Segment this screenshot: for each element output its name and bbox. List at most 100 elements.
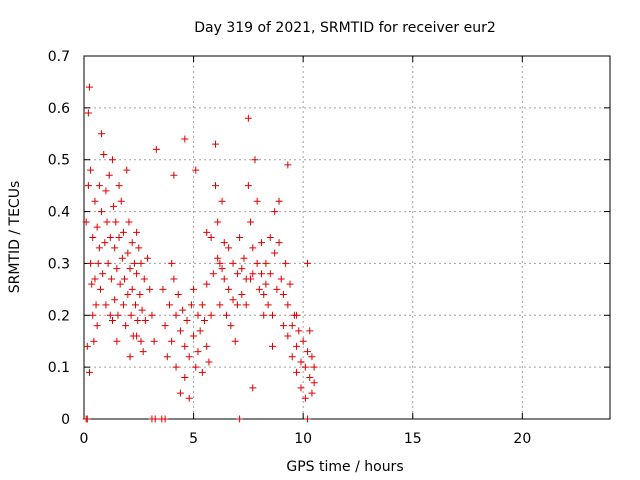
data-point xyxy=(268,342,276,350)
data-point xyxy=(258,239,266,247)
data-point xyxy=(96,285,104,293)
data-point xyxy=(244,182,252,190)
data-point xyxy=(93,322,101,330)
data-point xyxy=(128,285,136,293)
data-point xyxy=(107,275,115,283)
data-point xyxy=(304,348,312,356)
data-point xyxy=(176,327,184,335)
data-point xyxy=(122,322,130,330)
data-point xyxy=(293,342,301,350)
data-point xyxy=(174,291,182,299)
data-point xyxy=(135,244,143,252)
data-point xyxy=(198,368,206,376)
data-point xyxy=(165,301,173,309)
data-point xyxy=(106,311,114,319)
data-point xyxy=(255,285,263,293)
data-point xyxy=(192,363,200,371)
data-point xyxy=(150,337,158,345)
data-point xyxy=(181,374,189,382)
data-point xyxy=(126,353,134,361)
data-point xyxy=(151,415,159,423)
data-point xyxy=(249,270,257,278)
data-point xyxy=(115,182,123,190)
data-point xyxy=(134,316,142,324)
data-point xyxy=(83,415,91,423)
data-point xyxy=(233,301,241,309)
data-point xyxy=(161,322,169,330)
data-point xyxy=(137,259,145,267)
data-point xyxy=(310,379,318,387)
y-tick-label: 0.5 xyxy=(48,153,70,169)
data-point xyxy=(310,363,318,371)
data-point xyxy=(288,353,296,361)
data-point xyxy=(102,301,110,309)
data-point xyxy=(123,166,131,174)
data-point xyxy=(308,389,316,397)
data-point xyxy=(126,265,134,273)
data-point xyxy=(288,322,296,330)
data-point xyxy=(251,156,259,164)
data-point xyxy=(83,342,91,350)
data-point xyxy=(99,270,107,278)
data-point xyxy=(216,259,224,267)
data-point xyxy=(91,275,99,283)
data-point xyxy=(94,259,102,267)
data-point xyxy=(247,275,255,283)
data-point xyxy=(264,301,272,309)
data-point xyxy=(266,270,274,278)
data-point xyxy=(89,311,97,319)
data-point xyxy=(301,363,309,371)
y-tick-label: 0.7 xyxy=(48,49,70,65)
data-point xyxy=(85,83,93,91)
data-point xyxy=(236,415,244,423)
data-point xyxy=(225,244,233,252)
x-tick-label: 0 xyxy=(80,431,89,447)
data-point xyxy=(284,161,292,169)
data-point xyxy=(271,208,279,216)
data-point xyxy=(93,223,101,231)
data-point xyxy=(260,311,268,319)
data-point xyxy=(216,301,224,309)
data-point xyxy=(111,244,119,252)
data-point xyxy=(181,135,189,143)
data-point xyxy=(240,254,248,262)
data-point xyxy=(125,218,133,226)
data-point xyxy=(87,166,95,174)
data-point xyxy=(163,353,171,361)
data-point xyxy=(115,234,123,241)
data-point xyxy=(103,218,111,226)
data-point xyxy=(106,234,114,241)
data-point xyxy=(214,218,222,226)
data-point xyxy=(220,275,228,283)
data-point xyxy=(84,182,92,190)
data-point xyxy=(133,332,141,340)
data-point xyxy=(119,228,127,236)
data-point xyxy=(277,275,285,283)
data-point xyxy=(118,254,126,262)
data-point xyxy=(170,275,178,283)
data-point xyxy=(225,285,233,293)
data-point xyxy=(183,316,191,324)
x-tick-label: 20 xyxy=(513,431,531,447)
y-tick-label: 0.1 xyxy=(48,360,70,376)
data-point xyxy=(104,259,112,267)
data-point xyxy=(236,234,244,241)
x-tick-label: 5 xyxy=(189,431,198,447)
data-point xyxy=(268,311,276,319)
data-point xyxy=(148,311,156,319)
data-point xyxy=(90,337,98,345)
data-point xyxy=(306,327,314,335)
data-point xyxy=(229,259,237,267)
x-axis-label: GPS time / hours xyxy=(286,459,403,475)
y-tick-label: 0.3 xyxy=(48,256,70,272)
data-point xyxy=(108,156,116,164)
data-point xyxy=(295,327,303,335)
data-point xyxy=(92,301,100,309)
data-point xyxy=(198,301,206,309)
data-point xyxy=(127,311,135,319)
data-point xyxy=(260,291,268,299)
data-point xyxy=(231,337,239,345)
data-point xyxy=(284,332,292,340)
data-point xyxy=(218,265,226,273)
data-point xyxy=(108,316,116,324)
